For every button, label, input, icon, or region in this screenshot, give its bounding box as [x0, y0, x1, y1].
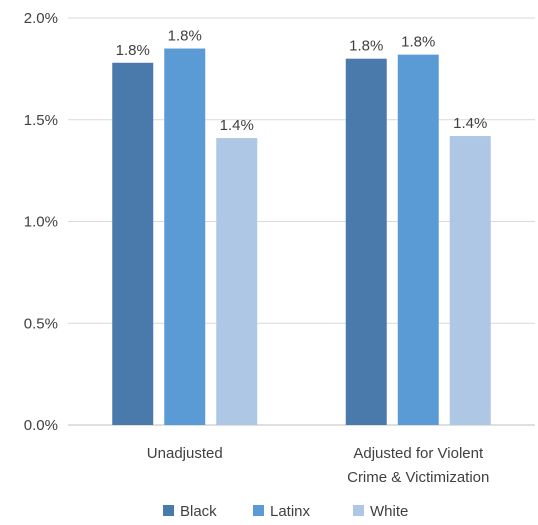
axes: 0.0% 0.5% 1.0% 1.5% 2.0% Unadjusted Adjusted f… — [24, 10, 490, 486]
y-tick-label: 0.0% — [24, 417, 58, 434]
bar-latinx-1 — [397, 54, 439, 425]
bar-latinx-0 — [164, 48, 206, 426]
legend-swatch-latinx — [253, 505, 264, 516]
bar-white-1 — [449, 136, 491, 425]
legend-swatch-white — [353, 505, 364, 516]
legend: Black Latinx White — [163, 503, 408, 520]
legend-label-latinx: Latinx — [270, 503, 311, 520]
legend-label-black: Black — [180, 503, 217, 520]
data-label: 1.8% — [116, 42, 150, 59]
y-tick-label: 2.0% — [24, 10, 58, 27]
data-label: 1.8% — [349, 38, 383, 55]
data-label: 1.8% — [401, 34, 435, 51]
bar-white-0 — [216, 138, 258, 425]
data-label: 1.4% — [453, 115, 487, 132]
x-category-label: Adjusted for Violent — [353, 445, 484, 462]
bar-black-0 — [112, 62, 154, 426]
data-labels: 1.8% 1.8% 1.4% 1.8% 1.8% 1.4% — [116, 28, 488, 135]
x-category-label: Unadjusted — [147, 445, 223, 462]
legend-swatch-black — [163, 505, 174, 516]
bars — [112, 48, 491, 426]
x-category-label: Crime & Victimization — [347, 469, 489, 486]
legend-label-white: White — [370, 503, 408, 520]
y-tick-label: 0.5% — [24, 315, 58, 332]
data-label: 1.8% — [168, 28, 202, 45]
y-tick-label: 1.5% — [24, 112, 58, 129]
bar-black-1 — [345, 58, 387, 425]
y-tick-label: 1.0% — [24, 214, 58, 231]
data-label: 1.4% — [220, 117, 254, 134]
